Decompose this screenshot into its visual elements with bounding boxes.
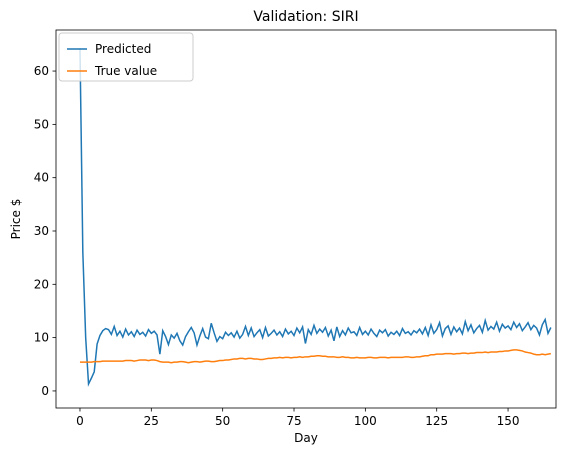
legend: Predicted True value [58, 32, 194, 82]
y-tick-label: 0 [41, 384, 49, 398]
x-axis-label: Day [294, 431, 318, 445]
x-tick-label: 50 [215, 414, 230, 428]
line-series [79, 349, 551, 364]
y-tick-label: 20 [34, 277, 49, 291]
y-tick-label: 40 [34, 171, 49, 185]
y-tick-label: 60 [34, 64, 49, 78]
legend-label: Predicted [95, 42, 151, 56]
legend-label: True value [94, 64, 157, 78]
x-tick-label: 100 [354, 414, 377, 428]
legend-box [58, 32, 194, 82]
x-tick-label: 0 [76, 414, 84, 428]
chart-title: Validation: SIRI [253, 9, 358, 25]
x-tick-label: 150 [497, 414, 520, 428]
x-tick-label: 125 [425, 414, 448, 428]
y-tick-label: 10 [34, 331, 49, 345]
y-axis-label: Price $ [9, 199, 23, 240]
x-tick-label: 25 [144, 414, 159, 428]
x-tick-label: 75 [286, 414, 301, 428]
y-tick-label: 30 [34, 224, 49, 238]
plot-frame [55, 29, 557, 409]
line-series [79, 48, 552, 387]
y-tick-label: 50 [34, 117, 49, 131]
